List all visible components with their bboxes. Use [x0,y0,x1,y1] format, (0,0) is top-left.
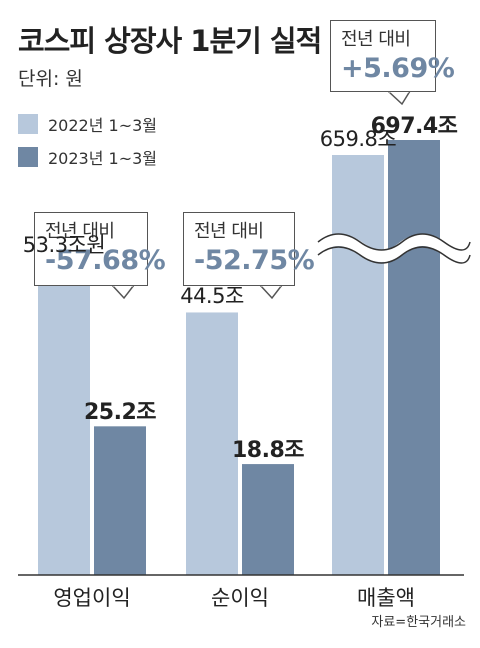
callout-tail-revenue [386,90,412,106]
bar-0-1 [94,426,146,575]
category-label-2: 매출액 [357,586,415,610]
category-label-0: 영업이익 [53,586,131,610]
bar-0-0 [38,260,90,575]
bar-value-label-2-0: 659.8조 [319,127,397,151]
bar-value-label-1-1: 18.8조 [231,438,305,464]
bar-1-0 [186,312,238,575]
bar-2-0 [332,155,384,575]
axis-break-line-top [317,233,471,251]
legend-label-2023: 2023년 1~3월 [48,149,158,168]
callout-operating-profit: 전년 대비 -57.68% [34,212,166,286]
legend-item-2023: 2023년 1~3월 [18,146,157,168]
callout-label-revenue: 전년 대비 [341,29,411,50]
legend-swatch-2023 [18,147,38,167]
axis-break-band [314,234,476,262]
source-note: 자료=한국거래소 [371,615,466,630]
legend-item-2022: 2022년 1~3월 [18,113,157,135]
chart-title: 코스피 상장사 1분기 실적 [18,24,322,58]
bar-2-1 [388,140,440,575]
callout-label-net-income: 전년 대비 [194,221,264,242]
bar-1-1 [242,464,294,575]
callout-tail-operating-profit [110,284,136,300]
callout-value-net-income: -52.75% [194,245,315,276]
bar-value-label-1-0: 44.5조 [180,284,244,309]
bar-value-label-0-0: 53.3조원 [22,232,106,257]
axis-break-line-bottom [317,246,471,264]
callout-net-income: 전년 대비 -52.75% [183,212,315,286]
legend-swatch-2022 [18,114,38,134]
callout-tail-net-income [258,284,284,300]
callout-value-revenue: +5.69% [341,53,455,84]
callout-revenue: 전년 대비 +5.69% [330,20,455,92]
unit-label: 단위: 원 [18,68,83,90]
bar-value-label-2-1: 697.4조 [370,114,458,139]
category-label-1: 순이익 [211,586,269,610]
callout-label-operating-profit: 전년 대비 [45,221,115,242]
callout-value-operating-profit: -57.68% [45,245,166,276]
legend-label-2022: 2022년 1~3월 [48,116,158,135]
bar-value-label-0-1: 25.2조 [83,400,157,426]
